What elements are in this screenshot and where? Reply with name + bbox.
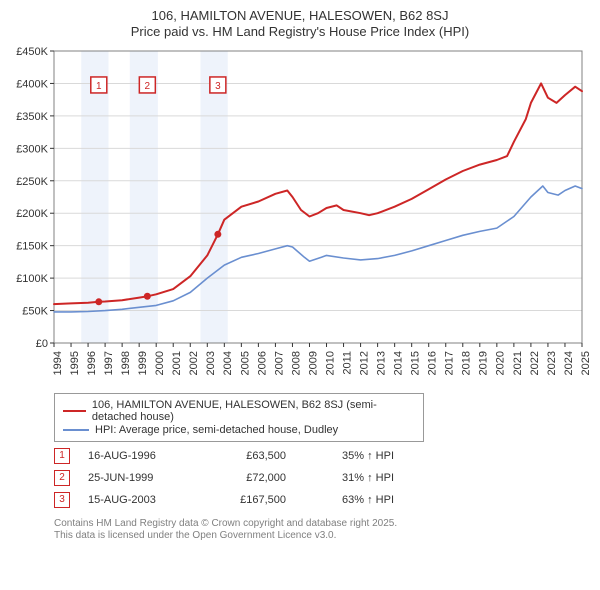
svg-text:1999: 1999 xyxy=(137,351,149,375)
svg-text:£250K: £250K xyxy=(16,175,48,187)
legend-swatch xyxy=(63,410,86,412)
sale-hpi: 63% ↑ HPI xyxy=(304,494,394,506)
svg-text:2010: 2010 xyxy=(324,351,336,375)
svg-text:2008: 2008 xyxy=(290,351,302,375)
svg-text:2009: 2009 xyxy=(307,351,319,375)
sale-date: 25-JUN-1999 xyxy=(88,472,188,484)
sale-hpi: 31% ↑ HPI xyxy=(304,472,394,484)
sale-marker-box: 3 xyxy=(54,492,70,508)
svg-text:1996: 1996 xyxy=(86,351,98,375)
svg-text:2006: 2006 xyxy=(256,351,268,375)
legend-swatch xyxy=(63,429,89,431)
legend: 106, HAMILTON AVENUE, HALESOWEN, B62 8SJ… xyxy=(54,393,424,442)
svg-text:£0: £0 xyxy=(36,338,48,350)
svg-text:£450K: £450K xyxy=(16,47,48,58)
svg-text:£150K: £150K xyxy=(16,240,48,252)
sales-table: 1 16-AUG-1996 £63,500 35% ↑ HPI 2 25-JUN-1999… xyxy=(54,448,590,508)
svg-text:2001: 2001 xyxy=(171,351,183,375)
svg-text:2024: 2024 xyxy=(563,351,575,375)
svg-text:2003: 2003 xyxy=(205,351,217,375)
legend-label: 106, HAMILTON AVENUE, HALESOWEN, B62 8SJ… xyxy=(92,399,415,423)
sale-hpi: 35% ↑ HPI xyxy=(304,450,394,462)
svg-text:3: 3 xyxy=(215,80,221,91)
svg-text:2005: 2005 xyxy=(239,351,251,375)
sale-price: £72,000 xyxy=(206,472,286,484)
chart-title: 106, HAMILTON AVENUE, HALESOWEN, B62 8SJ… xyxy=(10,8,590,41)
svg-text:£50K: £50K xyxy=(22,305,48,317)
sale-row: 1 16-AUG-1996 £63,500 35% ↑ HPI xyxy=(54,448,590,464)
sale-price: £63,500 xyxy=(206,450,286,462)
svg-text:2016: 2016 xyxy=(427,351,439,375)
svg-text:2000: 2000 xyxy=(154,351,166,375)
svg-text:2019: 2019 xyxy=(478,351,490,375)
svg-text:2022: 2022 xyxy=(529,351,541,375)
svg-text:2018: 2018 xyxy=(461,351,473,375)
svg-text:2002: 2002 xyxy=(188,351,200,375)
svg-text:1997: 1997 xyxy=(103,351,115,375)
svg-text:2017: 2017 xyxy=(444,351,456,375)
sale-row: 2 25-JUN-1999 £72,000 31% ↑ HPI xyxy=(54,470,590,486)
footer: Contains HM Land Registry data © Crown c… xyxy=(54,518,590,543)
svg-text:2012: 2012 xyxy=(358,351,370,375)
footer-line1: Contains HM Land Registry data © Crown c… xyxy=(54,518,590,531)
sale-row: 3 15-AUG-2003 £167,500 63% ↑ HPI xyxy=(54,492,590,508)
svg-text:2013: 2013 xyxy=(376,351,388,375)
svg-text:£200K: £200K xyxy=(16,208,48,220)
title-line2: Price paid vs. HM Land Registry's House … xyxy=(10,24,590,40)
svg-text:2023: 2023 xyxy=(546,351,558,375)
chart-svg: £0 £50K £100K £150K £200K £250K £300K £350K £400… xyxy=(10,47,590,385)
svg-text:2011: 2011 xyxy=(341,351,353,375)
legend-item: HPI: Average price, semi-detached house,… xyxy=(63,424,415,436)
chart: £0 £50K £100K £150K £200K £250K £300K £350K £400… xyxy=(10,47,590,385)
legend-label: HPI: Average price, semi-detached house,… xyxy=(95,424,338,436)
title-line1: 106, HAMILTON AVENUE, HALESOWEN, B62 8SJ xyxy=(10,8,590,24)
svg-text:2021: 2021 xyxy=(512,351,524,375)
svg-text:2025: 2025 xyxy=(580,351,590,375)
footer-line2: This data is licensed under the Open Gov… xyxy=(54,530,590,543)
svg-text:1998: 1998 xyxy=(120,351,132,375)
svg-text:1: 1 xyxy=(96,80,102,91)
sale-date: 15-AUG-2003 xyxy=(88,494,188,506)
sale-price: £167,500 xyxy=(206,494,286,506)
svg-text:£350K: £350K xyxy=(16,110,48,122)
svg-text:2015: 2015 xyxy=(410,351,422,375)
svg-text:2020: 2020 xyxy=(495,351,507,375)
sale-date: 16-AUG-1996 xyxy=(88,450,188,462)
sale-marker-box: 2 xyxy=(54,470,70,486)
svg-text:£400K: £400K xyxy=(16,78,48,90)
svg-text:2004: 2004 xyxy=(222,351,234,375)
svg-text:1994: 1994 xyxy=(52,351,64,375)
sale-marker-box: 1 xyxy=(54,448,70,464)
svg-text:£300K: £300K xyxy=(16,143,48,155)
svg-text:2014: 2014 xyxy=(393,351,405,375)
svg-text:2007: 2007 xyxy=(273,351,285,375)
svg-text:1995: 1995 xyxy=(69,351,81,375)
legend-item: 106, HAMILTON AVENUE, HALESOWEN, B62 8SJ… xyxy=(63,399,415,423)
svg-text:2: 2 xyxy=(145,80,151,91)
svg-text:£100K: £100K xyxy=(16,273,48,285)
